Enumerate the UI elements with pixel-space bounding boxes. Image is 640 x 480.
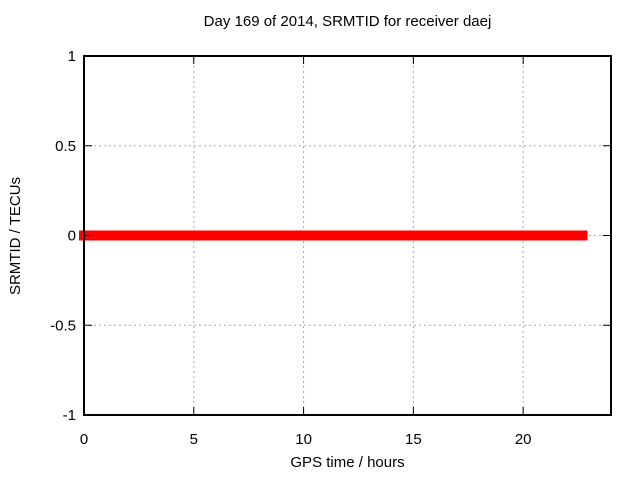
y-tick-label: 0.5 [55, 138, 76, 155]
x-tick-label: 20 [515, 431, 532, 448]
x-tick-label: 5 [190, 431, 198, 448]
x-tick-label: 15 [405, 431, 422, 448]
x-tick-label: 0 [80, 431, 88, 448]
y-tick-label: 0 [68, 228, 76, 245]
y-tick-label: -1 [63, 407, 76, 424]
y-tick-label: 1 [68, 48, 76, 65]
y-tick-label: -0.5 [50, 317, 76, 334]
plot-border [83, 55, 612, 416]
chart-title: Day 169 of 2014, SRMTID for receiver dae… [203, 13, 492, 30]
x-axis-label: GPS time / hours [290, 454, 405, 471]
x-tick-label: 10 [295, 431, 312, 448]
